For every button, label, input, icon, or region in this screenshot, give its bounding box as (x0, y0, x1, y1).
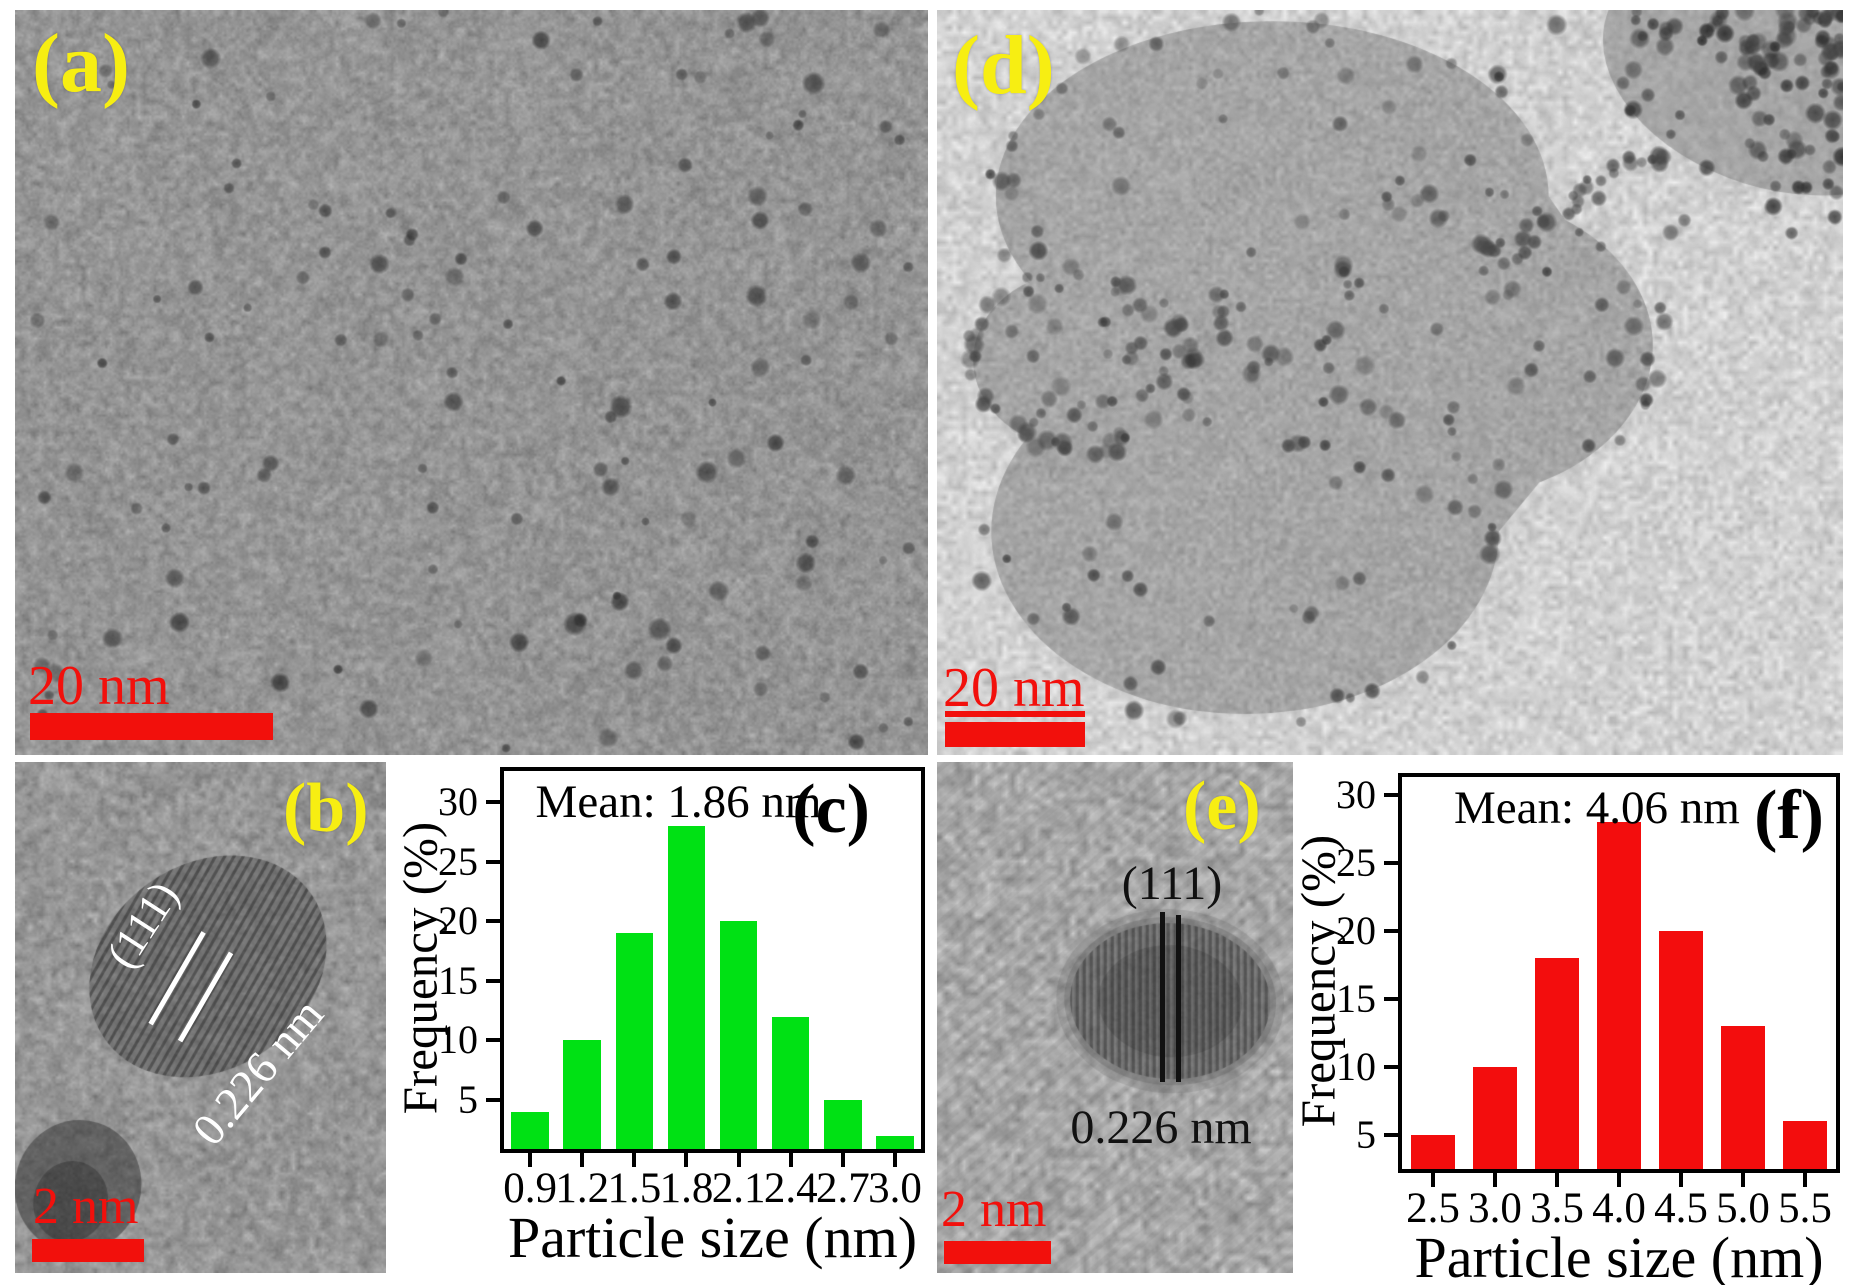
x-tick-c (580, 1153, 585, 1167)
scale-text-a: 20 nm (28, 655, 170, 717)
x-tick-label-c: 2.7 (815, 1165, 870, 1212)
y-tick-c (486, 1038, 500, 1043)
bar-c-2.4 (771, 1016, 810, 1149)
x-tick-f (1431, 1173, 1435, 1187)
x-tick-f (1493, 1173, 1497, 1187)
tem-micrograph-d (937, 10, 1843, 755)
x-tick-f (1741, 1173, 1745, 1187)
y-tick-f (1384, 1132, 1398, 1137)
scale-bar-d (945, 722, 1085, 747)
x-tick-f (1617, 1173, 1621, 1187)
x-axis-title-f: Particle size (nm) (1414, 1225, 1824, 1285)
panel-label-f: (f) (1754, 777, 1824, 854)
x-tick-label-c: 2.1 (711, 1165, 766, 1212)
y-tick-label-c: 15 (438, 957, 478, 1003)
x-tick-f (1555, 1173, 1559, 1187)
panel-label-c: (c) (792, 771, 870, 848)
bar-f-4.0 (1596, 821, 1642, 1169)
x-tick-label-f: 2.5 (1406, 1185, 1460, 1232)
tem-micrograph-a (15, 10, 928, 755)
x-tick-label-f: 4.5 (1654, 1185, 1708, 1232)
scale-bar-b (32, 1239, 144, 1262)
bar-c-2.7 (824, 1100, 862, 1149)
x-tick-c (840, 1153, 845, 1167)
x-tick-label-c: 3.0 (868, 1165, 922, 1212)
y-tick-label-f: 5 (1356, 1111, 1376, 1157)
y-tick-f (1384, 792, 1398, 797)
x-tick-f (1679, 1173, 1683, 1187)
y-tick-f (1384, 1064, 1398, 1069)
y-tick-label-c: 25 (438, 838, 478, 884)
lattice-spacing-marker-e (1160, 912, 1165, 1082)
bar-c-2.1 (719, 921, 758, 1149)
x-tick-label-c: 1.8 (659, 1165, 714, 1212)
panel-label-d: (d) (952, 19, 1055, 112)
y-tick-label-c: 20 (438, 898, 478, 944)
x-tick-label-f: 5.5 (1778, 1185, 1832, 1232)
y-tick-f (1384, 860, 1398, 865)
bar-c-1.8 (667, 825, 706, 1149)
x-tick-label-c: 1.5 (607, 1165, 662, 1212)
x-tick-c (736, 1153, 741, 1167)
bar-f-5.0 (1720, 1026, 1766, 1169)
y-tick-label-f: 30 (1336, 771, 1376, 817)
scale-bar-e (944, 1241, 1051, 1264)
hrtem-micrograph-e (937, 762, 1293, 1273)
scale-text-e: 2 nm (941, 1181, 1047, 1238)
bar-f-4.5 (1658, 930, 1704, 1169)
y-tick-label-f: 25 (1336, 839, 1376, 885)
y-axis-title-f: Frequency (%) (1290, 834, 1346, 1128)
y-tick-c (486, 919, 500, 924)
y-tick-label-c: 10 (438, 1017, 478, 1063)
x-tick-label-c: 0.9 (503, 1165, 557, 1212)
scale-underline-d (945, 711, 1085, 717)
x-tick-label-f: 4.0 (1592, 1185, 1646, 1232)
hrtem-micrograph-b (15, 762, 386, 1273)
bar-c-0.9 (511, 1112, 549, 1149)
x-tick-c (632, 1153, 637, 1167)
x-tick-c (788, 1153, 793, 1167)
scale-text-d: 20 nm (943, 657, 1085, 719)
scale-text-b: 2 nm (33, 1178, 139, 1235)
y-tick-c (486, 800, 500, 804)
bar-c-3.0 (876, 1135, 914, 1149)
x-axis-title-c: Particle size (nm) (507, 1205, 918, 1270)
y-tick-c (486, 978, 500, 983)
panel-label-e: (e) (1183, 768, 1261, 845)
x-tick-f (1803, 1173, 1807, 1187)
lattice-plane-label-e: (111) (1121, 857, 1223, 910)
x-tick-label-c: 2.4 (763, 1165, 818, 1212)
x-tick-c (892, 1153, 897, 1167)
y-tick-label-c: 5 (458, 1077, 478, 1123)
scale-bar-a (30, 713, 273, 740)
y-tick-c (486, 859, 500, 864)
x-tick-label-c: 1.2 (555, 1165, 610, 1212)
bar-f-5.5 (1782, 1121, 1828, 1169)
x-tick-c (528, 1153, 533, 1167)
x-tick-label-f: 5.0 (1716, 1185, 1770, 1232)
bar-c-1.5 (615, 933, 654, 1149)
x-tick-label-f: 3.5 (1530, 1185, 1584, 1232)
x-tick-label-f: 3.0 (1468, 1185, 1522, 1232)
y-tick-label-f: 20 (1336, 907, 1376, 953)
y-tick-f (1384, 928, 1398, 933)
y-tick-label-f: 10 (1336, 1043, 1376, 1089)
bar-f-2.5 (1410, 1134, 1456, 1169)
chart-title-f: Mean: 4.06 nm (1453, 782, 1740, 834)
bar-f-3.5 (1534, 958, 1580, 1169)
d-spacing-label-e: 0.226 nm (1070, 1101, 1252, 1154)
y-axis-title-c: Frequency (%) (392, 821, 448, 1114)
panel-label-b: (b) (283, 770, 369, 847)
y-tick-label-f: 15 (1336, 975, 1376, 1021)
y-tick-c (486, 1098, 500, 1103)
panel-label-a: (a) (32, 17, 130, 110)
y-tick-f (1384, 996, 1398, 1001)
y-tick-label-c: 30 (438, 779, 478, 824)
bar-c-1.2 (563, 1040, 601, 1149)
bar-f-3.0 (1472, 1066, 1518, 1169)
chart-title-c: Mean: 1.86 nm (535, 776, 822, 828)
lattice-spacing-marker-e (1176, 915, 1181, 1082)
x-tick-c (684, 1153, 689, 1167)
